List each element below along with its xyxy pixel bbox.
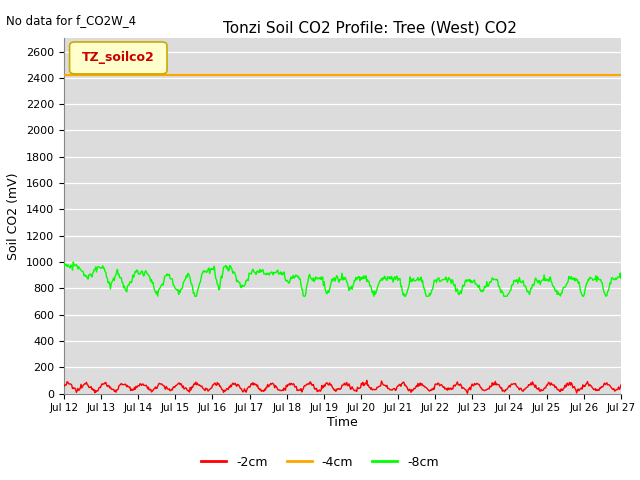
Legend: -2cm, -4cm, -8cm: -2cm, -4cm, -8cm <box>196 451 444 474</box>
Title: Tonzi Soil CO2 Profile: Tree (West) CO2: Tonzi Soil CO2 Profile: Tree (West) CO2 <box>223 21 517 36</box>
FancyBboxPatch shape <box>70 42 167 74</box>
Y-axis label: Soil CO2 (mV): Soil CO2 (mV) <box>8 172 20 260</box>
X-axis label: Time: Time <box>327 416 358 429</box>
Text: No data for f_CO2W_4: No data for f_CO2W_4 <box>6 14 136 27</box>
Text: TZ_soilco2: TZ_soilco2 <box>82 51 155 64</box>
